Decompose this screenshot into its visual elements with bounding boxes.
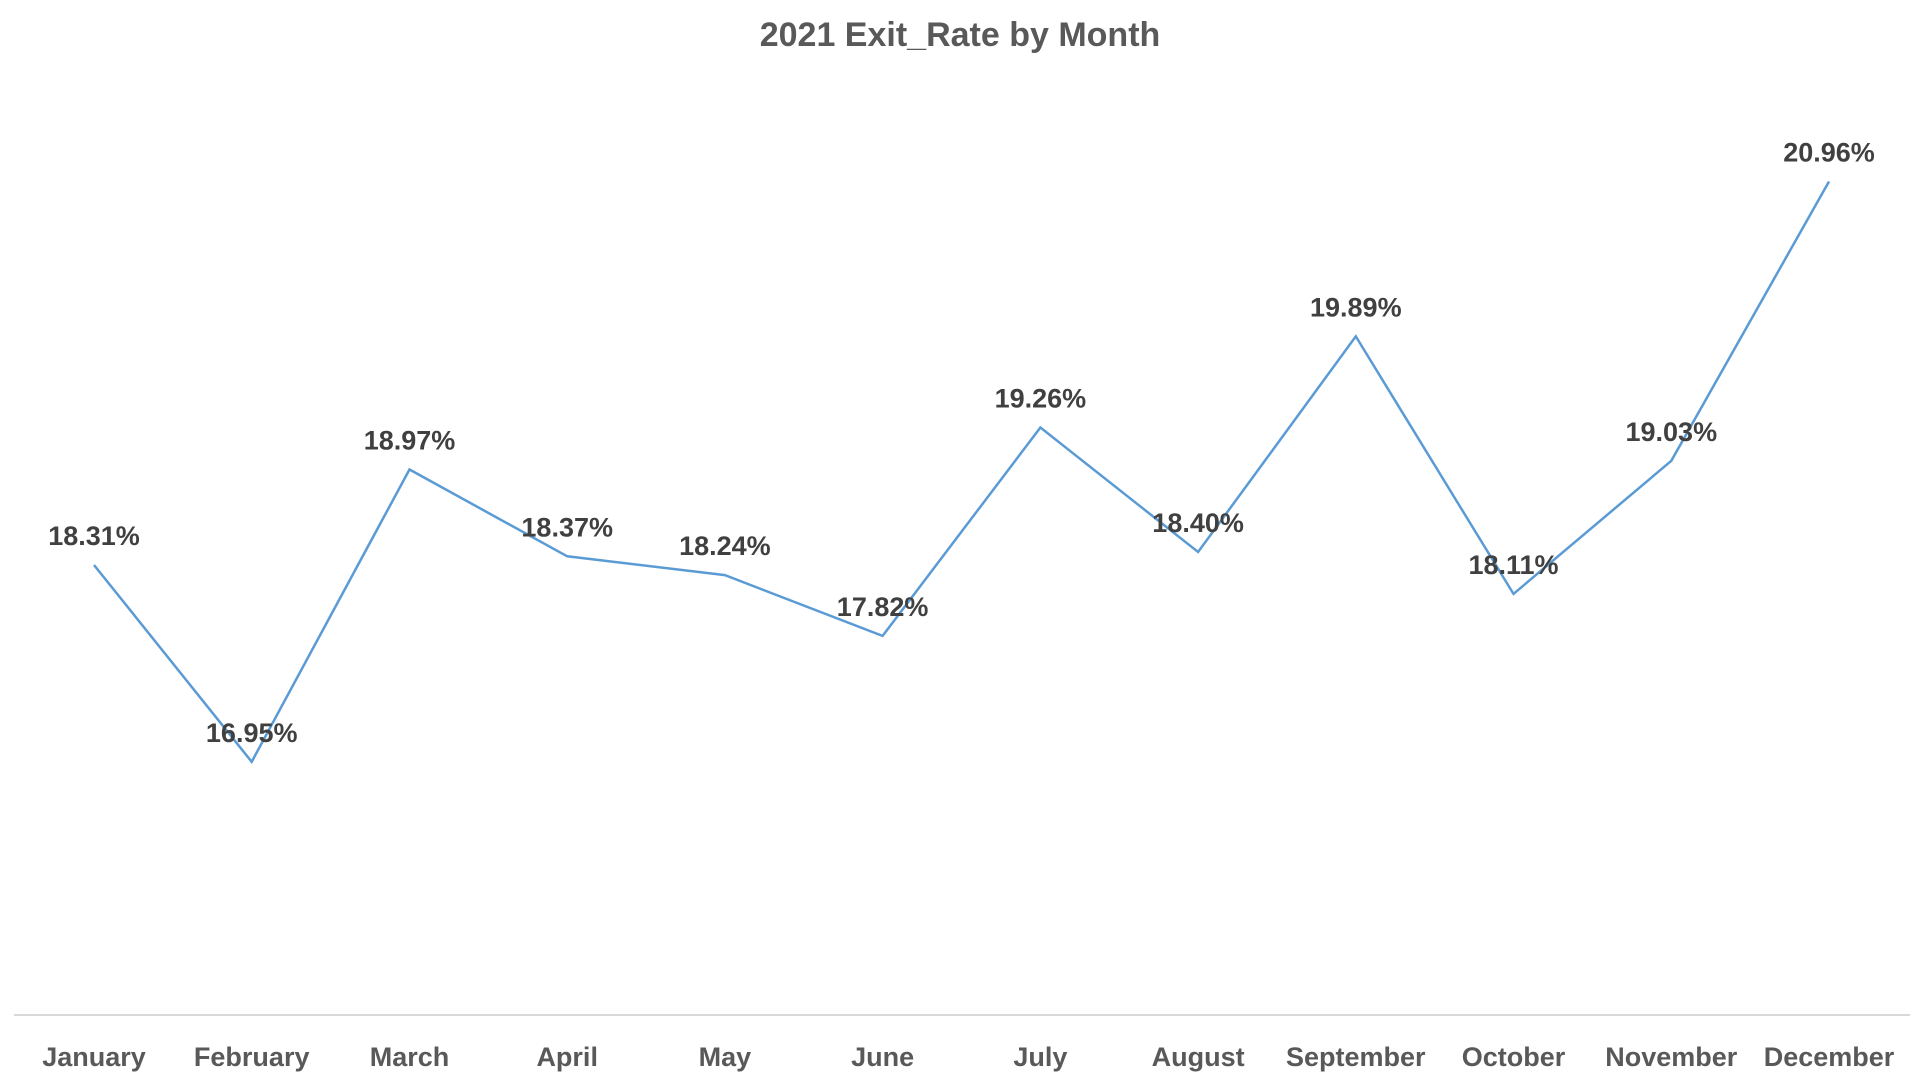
x-tick-label-january: January <box>42 1042 146 1072</box>
x-axis-ticks: January February March April May June July Augu… <box>42 1042 1895 1072</box>
x-tick-label-september: September <box>1286 1042 1426 1072</box>
data-label-june: 17.82% <box>837 592 929 622</box>
x-tick-label-december: December <box>1764 1042 1895 1072</box>
x-tick-label-june: June <box>851 1042 914 1072</box>
x-tick-label-may: May <box>699 1042 752 1072</box>
data-label-january: 18.31% <box>48 521 140 551</box>
data-label-november: 19.03% <box>1626 417 1718 447</box>
data-label-september: 19.89% <box>1310 292 1402 322</box>
data-label-july: 19.26% <box>995 384 1087 414</box>
x-tick-label-april: April <box>536 1042 598 1072</box>
data-label-february: 16.95% <box>206 718 298 748</box>
x-tick-label-july: July <box>1013 1042 1067 1072</box>
data-label-october: 18.11% <box>1468 550 1558 580</box>
x-tick-label-october: October <box>1462 1042 1566 1072</box>
series-line <box>93 180 1831 765</box>
data-label-may: 18.24% <box>679 531 771 561</box>
data-label-march: 18.97% <box>364 426 456 456</box>
x-tick-label-march: March <box>370 1042 450 1072</box>
data-labels-group: 18.31% 16.95% 18.97% 18.37% 18.24% 17.82% 19.2… <box>48 138 1875 748</box>
data-label-december: 20.96% <box>1783 138 1875 168</box>
x-tick-label-august: August <box>1152 1042 1245 1072</box>
chart-title: 2021 Exit_Rate by Month <box>760 16 1161 54</box>
data-label-august: 18.40% <box>1152 508 1244 538</box>
data-label-april: 18.37% <box>521 512 613 542</box>
x-tick-label-february: February <box>194 1042 310 1072</box>
series-group <box>93 180 1831 765</box>
x-tick-label-november: November <box>1605 1042 1738 1072</box>
